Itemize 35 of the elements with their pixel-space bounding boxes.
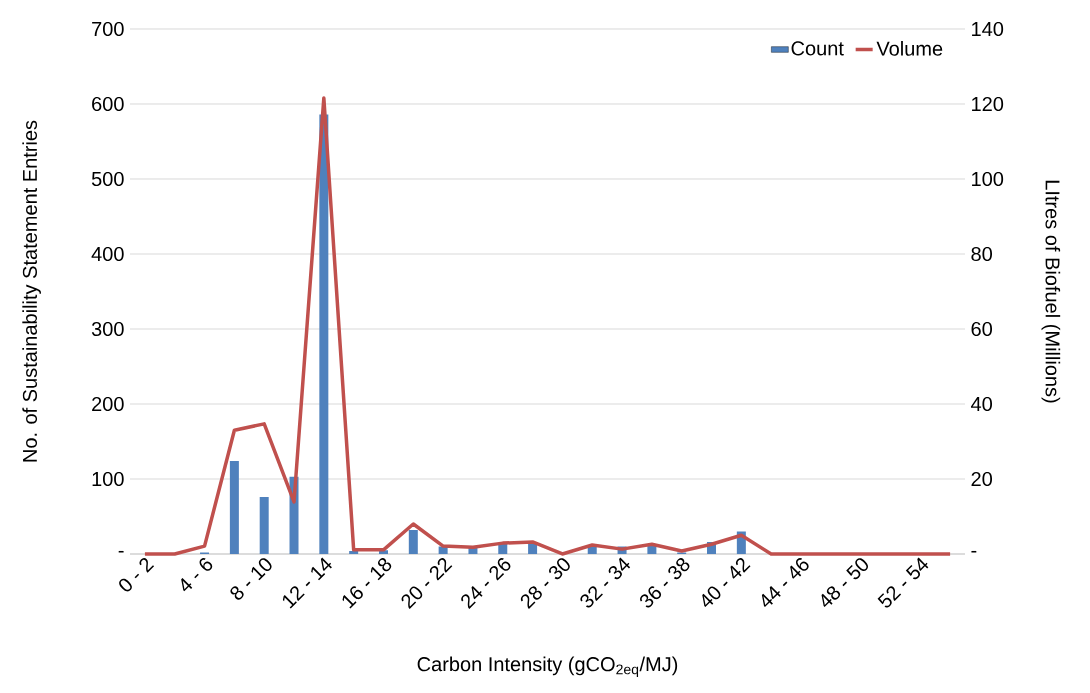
x-tick-label: 12 - 14	[282, 557, 332, 609]
x-tick-label: 52 - 54	[877, 557, 929, 608]
y2-tick-label: 120	[972, 96, 1004, 112]
x-tick-label: 24 - 26	[461, 558, 511, 609]
y2-tick-label: 140	[972, 21, 1004, 37]
x-tick-label: 36 - 38	[640, 558, 690, 608]
x-tick-label: 28 - 30	[520, 558, 570, 609]
x-tick-label: 8 - 10	[230, 558, 272, 600]
y-tick-label: 200	[92, 396, 124, 412]
legend-label: Volume	[876, 41, 943, 56]
y2-tick-label: 60	[971, 321, 992, 337]
y2-tick-label: 100	[972, 171, 1004, 187]
y2-tick-label: 80	[971, 246, 992, 262]
x-tick-label: 32 - 34	[580, 557, 631, 608]
x-tick-label: 44 - 46	[761, 558, 809, 608]
y-axis-title: No. of Sustainability Statement Entries	[22, 120, 41, 462]
x-tick-label: 48 - 50	[821, 558, 869, 608]
x-tick-label: 40 - 42	[702, 558, 751, 608]
y-tick-label: -	[118, 550, 124, 553]
y-tick-label: 100	[92, 471, 124, 487]
x-tick-label: 16 - 18	[342, 558, 392, 609]
x-axis-title: Carbon Intensity (gCO$_{2eq}$/MJ)	[417, 656, 678, 678]
legend-label: Count	[791, 41, 844, 56]
x-tick-label: 0 - 2	[119, 558, 155, 592]
y2-axis-title: LItres of Biofuel (Millions)	[1041, 180, 1061, 403]
y-tick-label: 600	[92, 96, 124, 112]
y-tick-label: 300	[91, 321, 124, 337]
x-tick-label: 4 - 6	[181, 558, 213, 592]
y-tick-label: 400	[91, 246, 124, 262]
y-tick-label: 500	[91, 171, 124, 187]
y-tick-label: 700	[92, 21, 124, 37]
y2-tick-label: 20	[971, 471, 992, 487]
x-tick-label: 20 - 22	[401, 558, 453, 609]
y2-tick-label: 40	[970, 396, 992, 412]
y2-tick-label: -	[971, 550, 977, 553]
